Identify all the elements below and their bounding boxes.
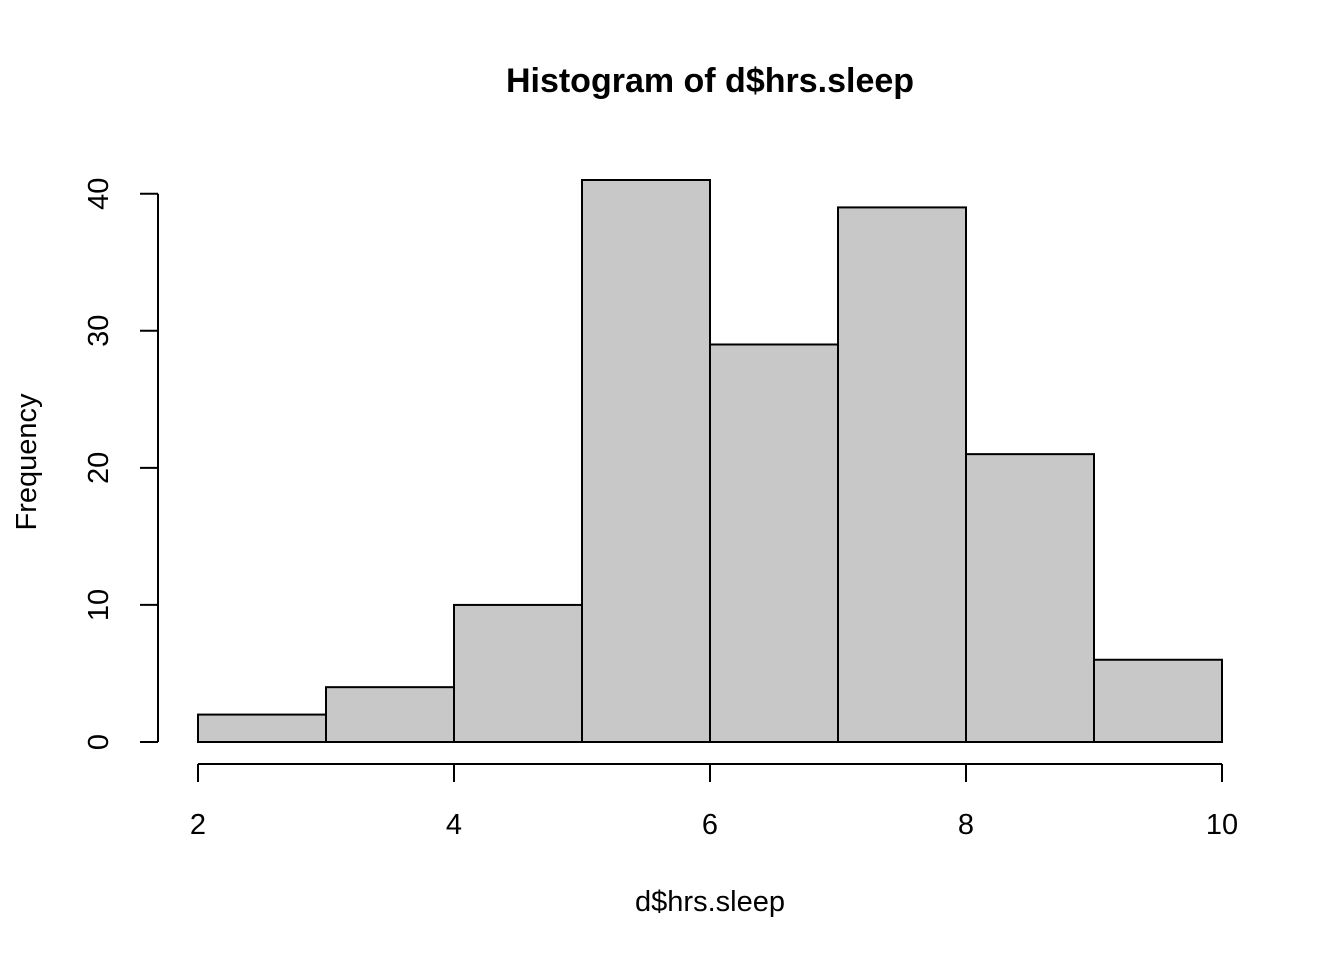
histogram-bar-3 [581, 179, 711, 743]
histogram-bar-4 [709, 343, 839, 743]
x-axis: 2 4 6 8 10 [190, 763, 1238, 841]
histogram-bar-2 [453, 603, 583, 743]
x-axis-label: d$hrs.sleep [635, 886, 785, 918]
y-tick-label-3: 30 [83, 315, 115, 347]
histogram-bar-7 [1093, 658, 1223, 744]
y-tick-label-0: 0 [83, 734, 115, 750]
histogram-bar-1 [325, 686, 455, 743]
x-tick-label-2: 6 [702, 809, 718, 841]
y-tick-label-4: 40 [83, 178, 115, 210]
x-tick-label-3: 8 [958, 809, 974, 841]
x-tick-label-4: 10 [1206, 809, 1238, 841]
y-tick-label-2: 20 [83, 452, 115, 484]
histogram-bar-5 [837, 206, 967, 744]
histogram-bar-0 [197, 713, 327, 744]
chart-title: Histogram of d$hrs.sleep [506, 62, 914, 100]
histogram-bar-6 [965, 453, 1095, 743]
y-tick-label-1: 10 [83, 589, 115, 621]
x-tick-label-0: 2 [190, 809, 206, 841]
bars-group [197, 179, 1223, 744]
y-axis-label: Frequency [11, 393, 43, 531]
x-tick-label-1: 4 [446, 809, 462, 841]
y-axis: 0 10 20 30 40 [83, 178, 159, 750]
